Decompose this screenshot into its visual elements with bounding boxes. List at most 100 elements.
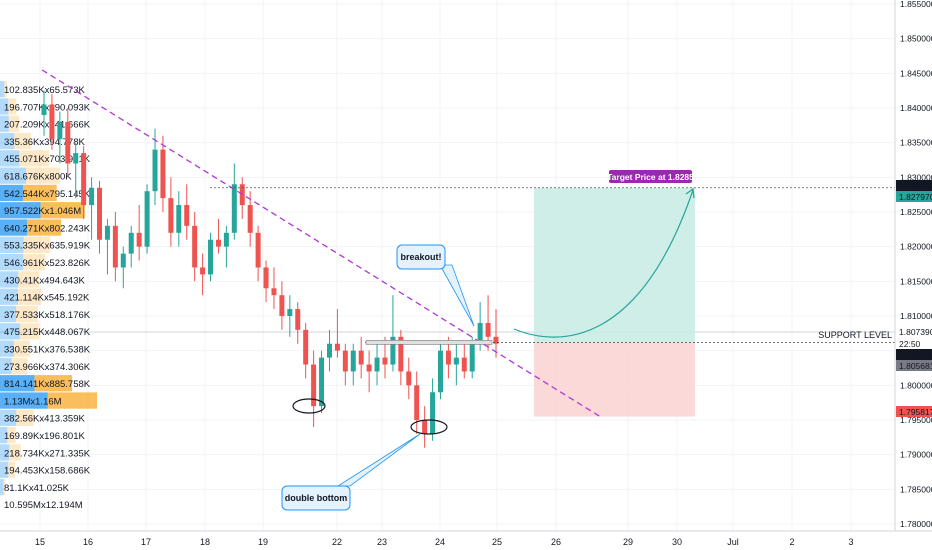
candle-body <box>112 225 118 268</box>
candle-body <box>168 198 174 233</box>
volume-profile-label: 546.961Kx523.826K <box>4 258 91 269</box>
candle-body <box>215 239 221 247</box>
support-band <box>365 340 493 345</box>
volume-profile-label: 957.522Kx1.046M <box>4 206 81 217</box>
candle-body <box>144 191 150 247</box>
volume-profile-buy-bar <box>0 184 23 202</box>
price-tag-box <box>896 180 932 191</box>
candle-body <box>358 350 364 365</box>
double-bottom-callout-box <box>281 485 351 511</box>
volume-profile-buy-bar <box>0 115 9 132</box>
volume-profile-buy-bar <box>0 444 10 461</box>
volume-profile-buy-bar <box>0 271 19 288</box>
volume-profile-buy-bar <box>0 98 9 115</box>
price-tags: 1.8285001.8279701.80739022:501.8062381.8… <box>896 180 932 417</box>
date-tick-label: 3 <box>848 537 853 547</box>
volume-profile-sell-bar <box>8 115 20 132</box>
date-tick-label: 17 <box>141 537 151 547</box>
volume-profile-label: 335.36Kx394.778K <box>4 137 85 148</box>
volume-profile-label: 102.835Kx65.573K <box>4 85 85 96</box>
price-tick-label: 1.850000 <box>900 34 932 44</box>
price-tick-label: 1.815000 <box>900 276 932 286</box>
volume-profile-buy-bar <box>0 132 15 150</box>
price-tag-label: 1.795817 <box>899 407 932 417</box>
price-tick-label: 1.825000 <box>900 207 932 217</box>
price-tick-label: 1.810000 <box>900 311 932 321</box>
volume-profile-sell-bar <box>14 132 31 150</box>
volume-profile-sell-bar <box>8 98 17 115</box>
target-tag-label: Target Price at 1.8285 <box>607 172 694 182</box>
candle-body <box>120 253 126 268</box>
date-tick-label: 24 <box>435 537 445 547</box>
volume-profile-sell-bar <box>9 444 21 461</box>
candle-body <box>255 232 261 268</box>
price-tick-label: 1.855000 <box>900 0 932 9</box>
breakout-pointer <box>439 264 475 327</box>
volume-profile-buy-bar <box>0 150 20 167</box>
price-tag-box <box>896 191 932 202</box>
projection-curve <box>513 189 694 338</box>
candle-body <box>271 288 277 296</box>
candle-body <box>263 267 269 289</box>
candle-body <box>57 121 63 140</box>
date-tick-label: Jul <box>727 537 739 547</box>
price-tick-label: 1.785000 <box>900 484 932 494</box>
candle-body <box>366 364 372 372</box>
price-tag-label: 1.827970 <box>899 192 932 202</box>
candle-body <box>104 225 110 240</box>
volume-profile-sell-bar <box>23 254 46 271</box>
date-tick-label: 16 <box>83 537 93 547</box>
date-tick-label: 22 <box>332 537 342 547</box>
volume-profile-label: 618.676Kx800K <box>4 172 72 183</box>
volume-profile-buy-bar <box>0 375 35 392</box>
price-tag-label: 1.806238 <box>899 350 932 360</box>
volume-profile-label: 421.114Kx545.192K <box>4 293 90 304</box>
time-axis[interactable]: 15 16 17 18 19 22 23 24 25 26 29 30 Jul 2 3 <box>0 530 932 547</box>
volume-profile-buy-bar <box>0 81 5 98</box>
volume-profile-buy-bar <box>0 305 16 323</box>
volume-profile-buy-bar <box>0 427 8 444</box>
volume-profile-label: 542.544Kx795.145K <box>4 189 91 200</box>
candle-body <box>176 205 182 233</box>
candle-body <box>192 225 198 268</box>
price-tick-label: 1.835000 <box>900 138 932 148</box>
candle-body <box>342 350 348 372</box>
volume-profile-buy-bar <box>0 288 18 305</box>
candle-body <box>89 187 95 206</box>
breakout-callout-box <box>396 244 446 270</box>
volume-profile-sell-bar <box>18 271 40 288</box>
date-tick-label: 23 <box>377 537 387 547</box>
candle-body <box>303 329 309 365</box>
volume-profile-sell-bar <box>17 288 41 305</box>
volume-profile: 102.835Kx65.573K 196.707Kx190.093K 207.209… <box>0 81 97 511</box>
volume-profile-sell-bar <box>15 305 38 323</box>
volume-profile-label: 207.209Kx241.666K <box>4 120 91 131</box>
date-tick-label: 15 <box>35 537 45 547</box>
volume-profile-label: 273.966Kx374.306K <box>4 362 91 373</box>
volume-profile-label: 1.13Mx1.16M <box>4 396 62 407</box>
candle-body <box>334 343 340 351</box>
projection-arrow-head <box>685 187 695 199</box>
candle-body <box>326 343 332 358</box>
volume-profile-sell-bar <box>4 81 8 98</box>
candle-body <box>184 205 190 226</box>
profit-zone <box>534 187 695 343</box>
candle-body <box>200 267 206 275</box>
volume-profile-buy-bar <box>0 409 17 426</box>
bottom-ellipse-2 <box>410 419 448 435</box>
volume-profile-label: 10.595Mx12.194M <box>4 500 83 511</box>
price-tick-label: 1.845000 <box>900 68 932 78</box>
candle-body <box>382 357 388 365</box>
volume-profile-buy-bar <box>0 392 48 409</box>
candle-body <box>493 336 499 344</box>
price-tag-box <box>896 349 932 360</box>
date-tick-label: 30 <box>672 537 682 547</box>
candle-body <box>279 295 285 316</box>
candle-body <box>437 350 443 393</box>
candle-body <box>311 364 317 407</box>
volume-profile-sell-bar <box>47 392 97 409</box>
volume-profile-buy-bar <box>0 340 15 357</box>
price-tag-box <box>896 360 932 371</box>
volume-profile-sell-bar <box>14 340 30 357</box>
